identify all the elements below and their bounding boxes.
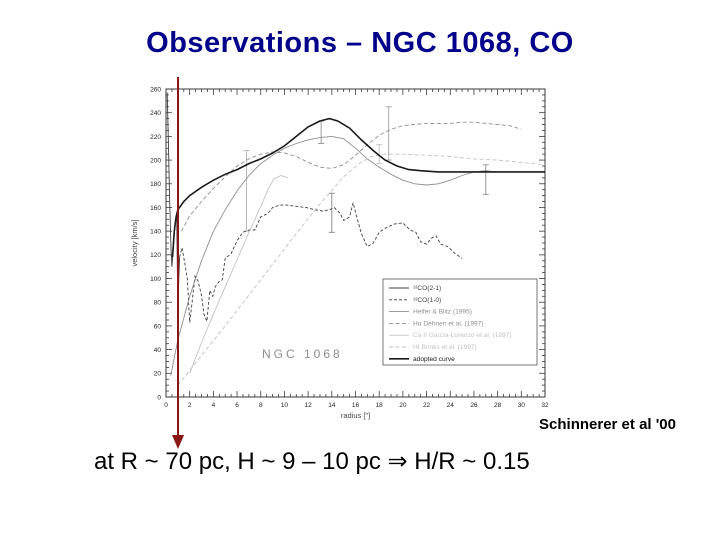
legend-entry-helfer: Helfer & Blitz (1995) bbox=[389, 309, 472, 316]
legend-label: adopted curve bbox=[413, 356, 455, 363]
legend-label: ¹²CO(1-0) bbox=[413, 297, 441, 304]
legend-entry-caii: Ca II García-Lorenzo et al. (1997) bbox=[389, 332, 512, 339]
x-axis-label: radius ["] bbox=[341, 411, 370, 420]
svg-text:60: 60 bbox=[154, 323, 162, 330]
error-bar bbox=[328, 192, 335, 233]
legend-entry-brinks: HI Brinks et al. (1997) bbox=[389, 344, 477, 351]
svg-text:2: 2 bbox=[188, 402, 192, 409]
svg-text:4: 4 bbox=[212, 402, 216, 409]
svg-text:0: 0 bbox=[157, 394, 161, 401]
legend-label: HI Brinks et al. (1997) bbox=[413, 344, 477, 351]
slide-title: Observations – NGC 1068, CO bbox=[146, 27, 574, 59]
error-bar bbox=[385, 106, 392, 161]
svg-text:100: 100 bbox=[150, 276, 161, 283]
svg-text:12: 12 bbox=[305, 402, 313, 409]
svg-text:260: 260 bbox=[150, 86, 161, 93]
svg-text:120: 120 bbox=[150, 252, 161, 259]
y-axis-label: velocity [km/s] bbox=[130, 219, 139, 266]
series-line-caii bbox=[189, 175, 289, 374]
attribution-text: Schinnerer et al '00 bbox=[539, 416, 676, 433]
svg-text:160: 160 bbox=[150, 205, 161, 212]
error-bar bbox=[482, 164, 489, 195]
legend-label: Ca II García-Lorenzo et al. (1997) bbox=[413, 332, 512, 339]
svg-text:20: 20 bbox=[399, 402, 407, 409]
legend-entry-halpha: Hα Dehnen et al. (1997) bbox=[389, 320, 484, 327]
svg-text:20: 20 bbox=[154, 371, 162, 378]
series-line-brinks bbox=[177, 153, 546, 386]
tick-labels: 0 2 4 6 8 10 12 14 16 18 20 22 24 26 28 30 3202040608010… bbox=[150, 86, 549, 409]
svg-text:200: 200 bbox=[150, 157, 161, 164]
legend-entry-co21: ¹²CO(2-1) bbox=[389, 285, 441, 292]
error-bar bbox=[376, 144, 383, 165]
galaxy-name-label: NGC 1068 bbox=[262, 347, 343, 361]
svg-text:180: 180 bbox=[150, 181, 161, 188]
error-bar bbox=[243, 150, 250, 232]
legend-label: Hα Dehnen et al. (1997) bbox=[413, 320, 484, 327]
legend-entry-co10: ¹²CO(1-0) bbox=[389, 297, 441, 304]
svg-text:32: 32 bbox=[541, 402, 549, 409]
arrow-head bbox=[172, 435, 184, 449]
svg-text:0: 0 bbox=[164, 402, 168, 409]
svg-text:26: 26 bbox=[470, 402, 478, 409]
radius-marker-arrow bbox=[172, 77, 184, 449]
legend-label: ¹²CO(2-1) bbox=[413, 285, 441, 292]
legend-label: Helfer & Blitz (1995) bbox=[413, 309, 472, 316]
svg-text:10: 10 bbox=[281, 402, 289, 409]
series-line-adopted bbox=[171, 117, 545, 258]
svg-text:220: 220 bbox=[150, 134, 161, 141]
series-line-co10 bbox=[179, 202, 463, 323]
legend: ¹²CO(2-1) ¹²CO(1-0) Helfer & Blitz (1995) H… bbox=[382, 278, 538, 366]
series-line-helfer bbox=[170, 135, 545, 376]
error-bar bbox=[318, 120, 325, 144]
svg-text:40: 40 bbox=[154, 347, 162, 354]
axis-ticks bbox=[165, 88, 546, 398]
legend-box bbox=[382, 278, 538, 366]
svg-text:24: 24 bbox=[447, 402, 455, 409]
svg-text:16: 16 bbox=[352, 402, 360, 409]
legend-entry-adopted: adopted curve bbox=[389, 356, 455, 363]
svg-text:14: 14 bbox=[328, 402, 336, 409]
svg-text:8: 8 bbox=[259, 402, 263, 409]
svg-text:80: 80 bbox=[154, 300, 162, 307]
svg-text:30: 30 bbox=[518, 402, 526, 409]
series-line-halpha bbox=[181, 121, 522, 232]
svg-text:22: 22 bbox=[423, 402, 431, 409]
svg-text:240: 240 bbox=[150, 110, 161, 117]
conclusion-text: at R ~ 70 pc, H ~ 9 – 10 pc ⇒ H/R ~ 0.15 bbox=[94, 448, 530, 475]
svg-text:18: 18 bbox=[376, 402, 384, 409]
svg-text:140: 140 bbox=[150, 229, 161, 236]
error-bars bbox=[243, 106, 489, 233]
svg-text:6: 6 bbox=[235, 402, 239, 409]
svg-text:28: 28 bbox=[494, 402, 502, 409]
rotation-curve-chart: 0 2 4 6 8 10 12 14 16 18 20 22 24 26 28 30 3202040608010… bbox=[130, 86, 549, 420]
